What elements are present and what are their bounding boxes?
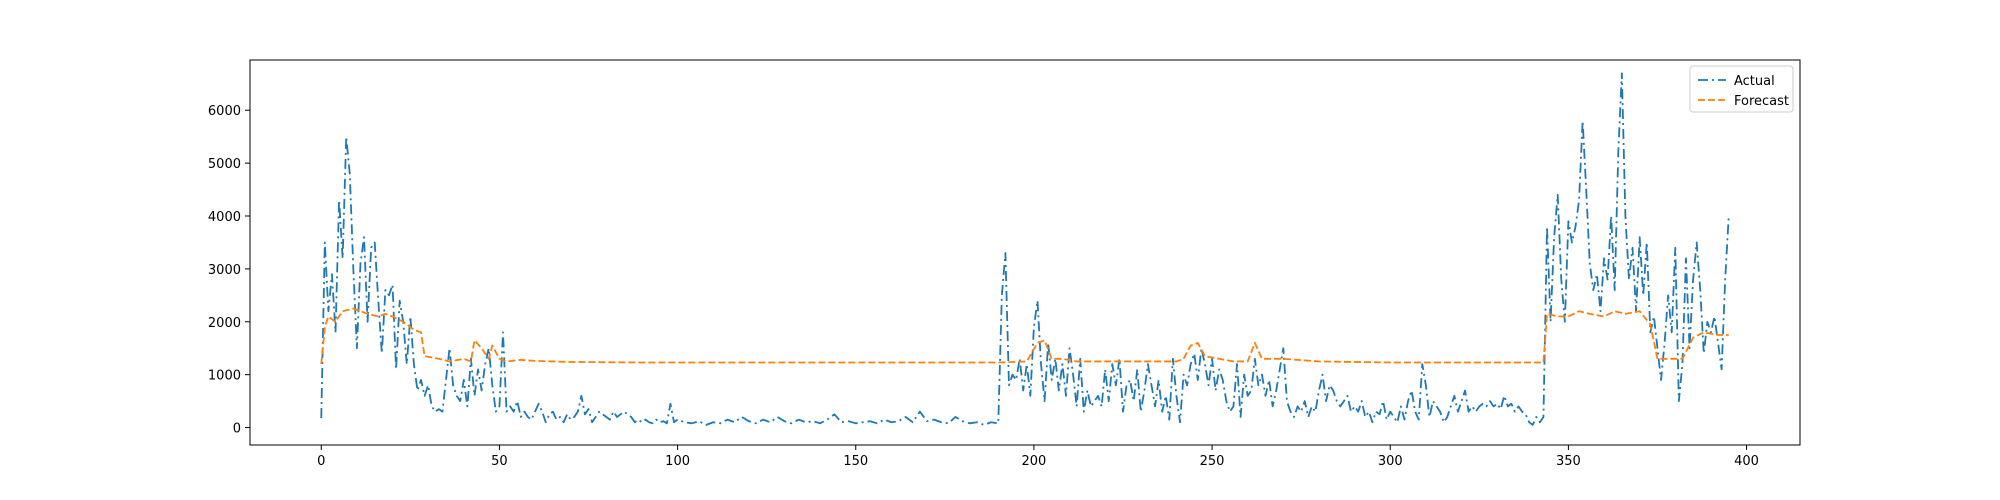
y-tick-label: 0 xyxy=(233,422,241,437)
series-line-actual xyxy=(320,72,1730,426)
x-tick-label: 0 xyxy=(317,454,325,469)
y-tick-label: 2000 xyxy=(208,316,241,331)
x-tick-label: 150 xyxy=(843,454,868,469)
plot-frame xyxy=(249,59,1801,446)
y-tick-label: 4000 xyxy=(208,210,241,225)
x-tick-label: 200 xyxy=(1021,454,1046,469)
x-tick-label: 250 xyxy=(1200,454,1225,469)
x-tick-label: 100 xyxy=(665,454,690,469)
x-tick-label: 300 xyxy=(1378,454,1403,469)
y-tick-label: 3000 xyxy=(208,263,241,278)
series-line-forecast xyxy=(320,307,1729,365)
x-tick-label: 50 xyxy=(491,454,508,469)
y-tick-label: 1000 xyxy=(208,369,241,384)
x-tick-label: 350 xyxy=(1556,454,1581,469)
legend-label-actual: Actual xyxy=(1734,74,1775,89)
x-tick-label: 400 xyxy=(1734,454,1759,469)
legend: Actual Forecast xyxy=(1689,65,1794,113)
x-axis: 0 50 100 150 200 250 300 350 400 xyxy=(317,445,1759,469)
y-tick-label: 5000 xyxy=(208,157,241,172)
y-tick-label: 6000 xyxy=(208,104,241,119)
legend-label-forecast: Forecast xyxy=(1734,94,1789,109)
y-axis: 0 1000 2000 3000 4000 5000 6000 xyxy=(208,104,250,437)
legend-box xyxy=(1689,65,1794,113)
series-layer xyxy=(320,72,1730,426)
